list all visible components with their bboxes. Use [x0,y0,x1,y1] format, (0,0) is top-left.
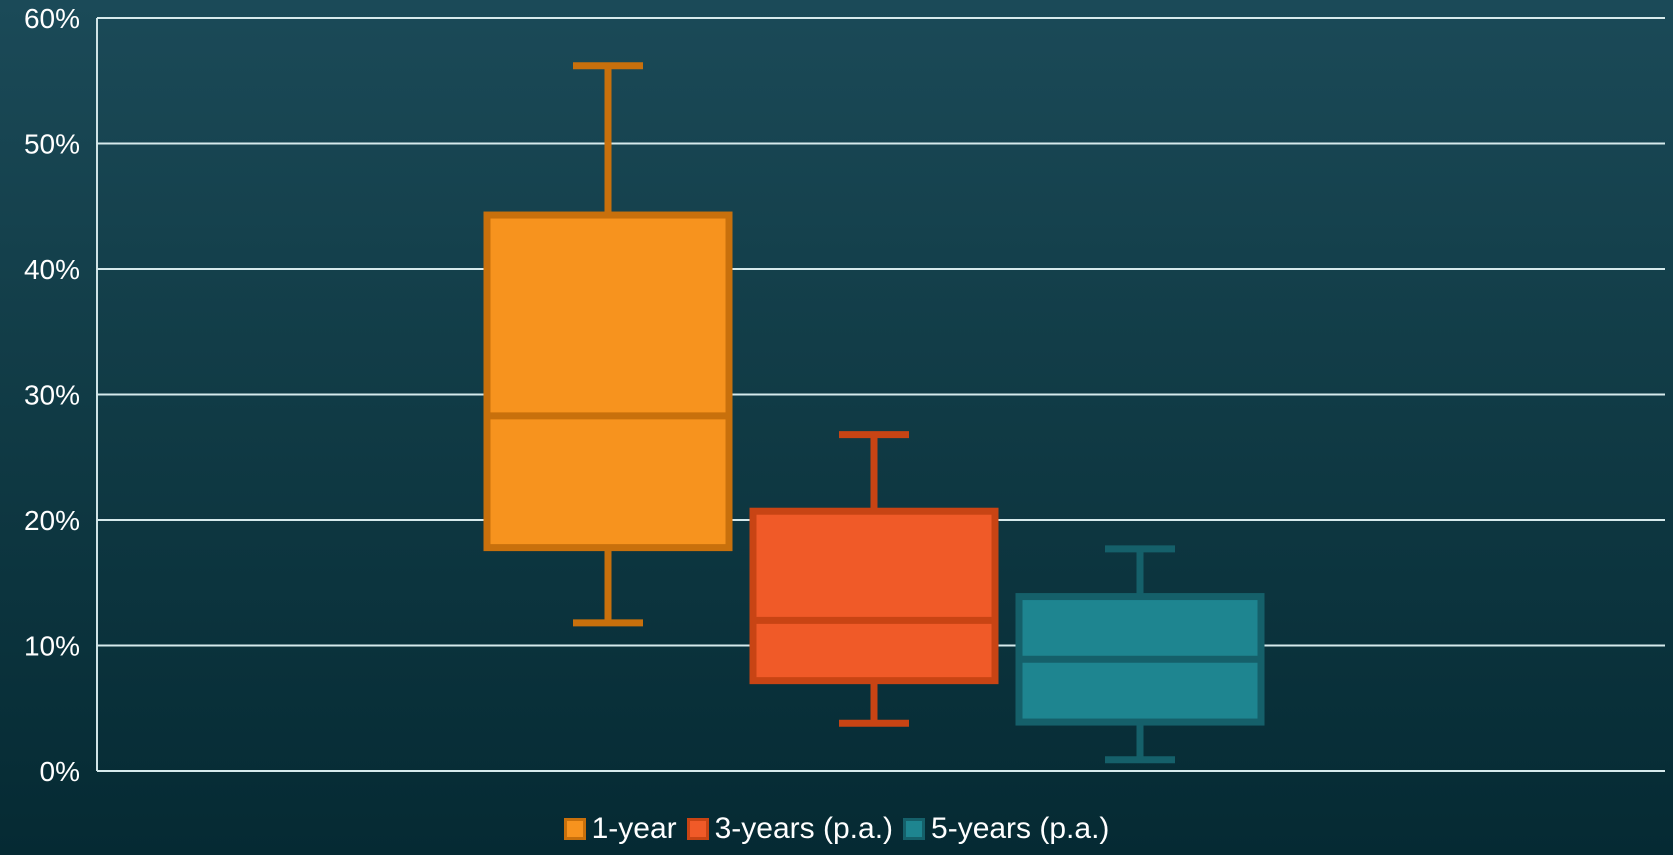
y-tick-label: 30% [24,380,80,411]
boxes [483,62,1265,764]
box-3 [1015,545,1265,764]
legend-swatch [686,818,709,840]
box-iqr [749,507,999,685]
legend-label: 5-years (p.a.) [931,812,1110,845]
box-1 [483,62,733,627]
y-tick-label: 40% [24,254,80,285]
legend-item: 3-years (p.a.) [686,812,894,846]
box-plot-chart: 0% 10% 20% 30% 40% 50% 60% [24,3,1665,787]
y-tick-label: 10% [24,631,80,662]
box-iqr [483,211,733,552]
legend-swatch [563,818,586,840]
y-tick-label: 0% [40,756,80,787]
legend-item: 1-year [563,812,677,846]
y-axis-ticks: 0% 10% 20% 30% 40% 50% 60% [24,3,80,787]
y-tick-label: 20% [24,505,80,536]
legend: 1-year 3-years (p.a.) 5-years (p.a.) [0,812,1673,846]
legend-label: 3-years (p.a.) [714,812,894,845]
legend-label: 1-year [591,812,677,845]
y-tick-label: 50% [24,129,80,160]
y-tick-label: 60% [24,3,80,34]
box-2 [749,431,999,727]
legend-item: 5-years (p.a.) [903,812,1109,846]
legend-swatch [903,818,926,840]
